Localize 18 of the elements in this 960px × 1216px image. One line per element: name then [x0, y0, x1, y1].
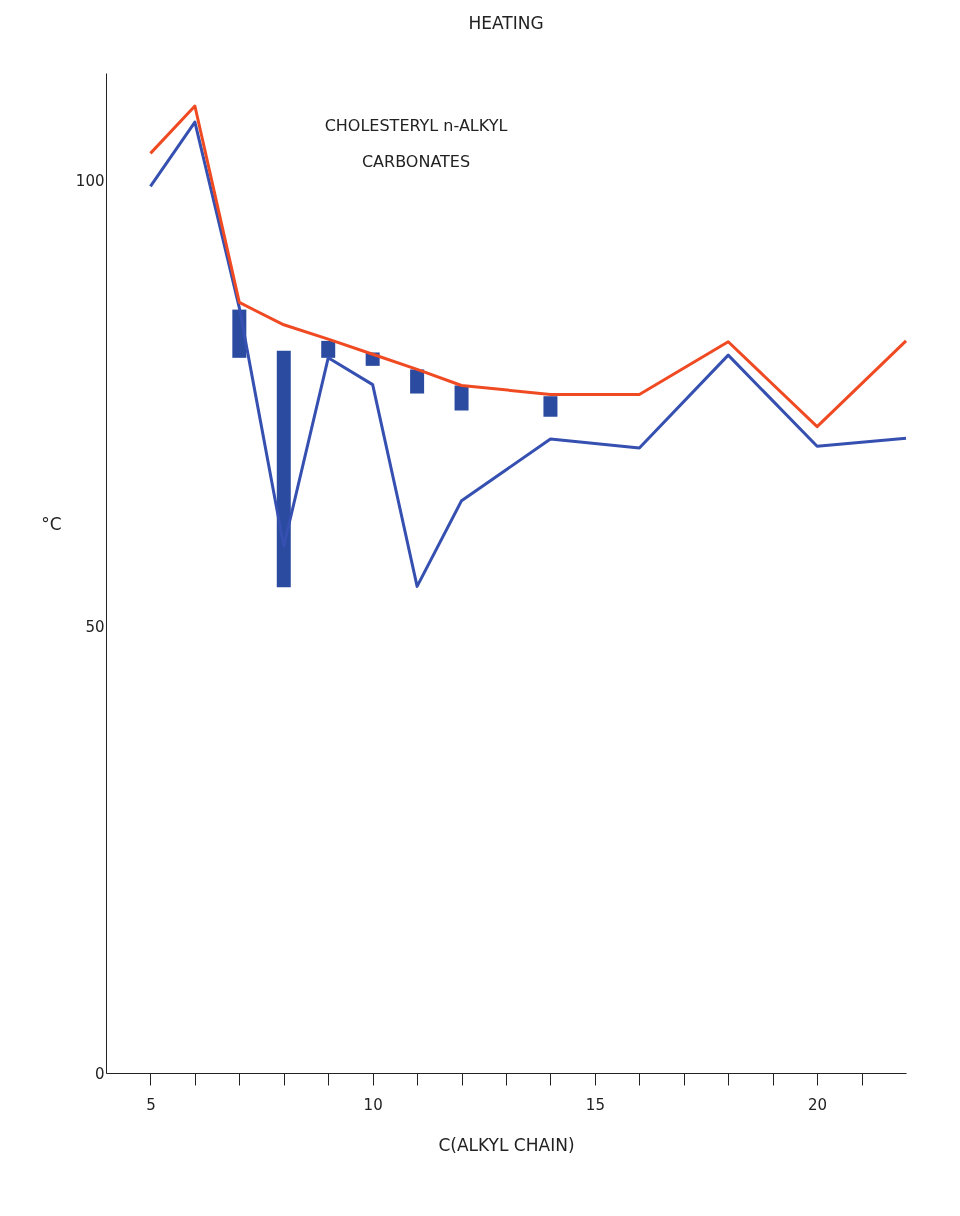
line-series	[148, 120, 908, 588]
y-tick-label: 100	[75, 171, 105, 190]
x-tick-label: 5	[146, 1095, 156, 1114]
x-tick-label: 15	[585, 1095, 605, 1114]
y-tick-label: 0	[94, 1064, 105, 1083]
bar	[543, 396, 558, 417]
line-series	[148, 104, 908, 429]
bar	[410, 369, 425, 394]
annotation: CHOLESTERYL n-ALKYL CARBONATES	[324, 116, 508, 171]
x-tick-label: 20	[808, 1095, 828, 1114]
x-tick-label: 10	[363, 1095, 383, 1114]
y-tick-label: 50	[85, 618, 105, 637]
bar	[276, 350, 291, 588]
chart-title: HEATING	[468, 13, 544, 33]
x-axis-title: C(ALKYL CHAIN)	[438, 1134, 575, 1155]
bar	[454, 385, 469, 411]
y-axis-title: °C	[41, 513, 62, 534]
bar	[321, 340, 336, 358]
